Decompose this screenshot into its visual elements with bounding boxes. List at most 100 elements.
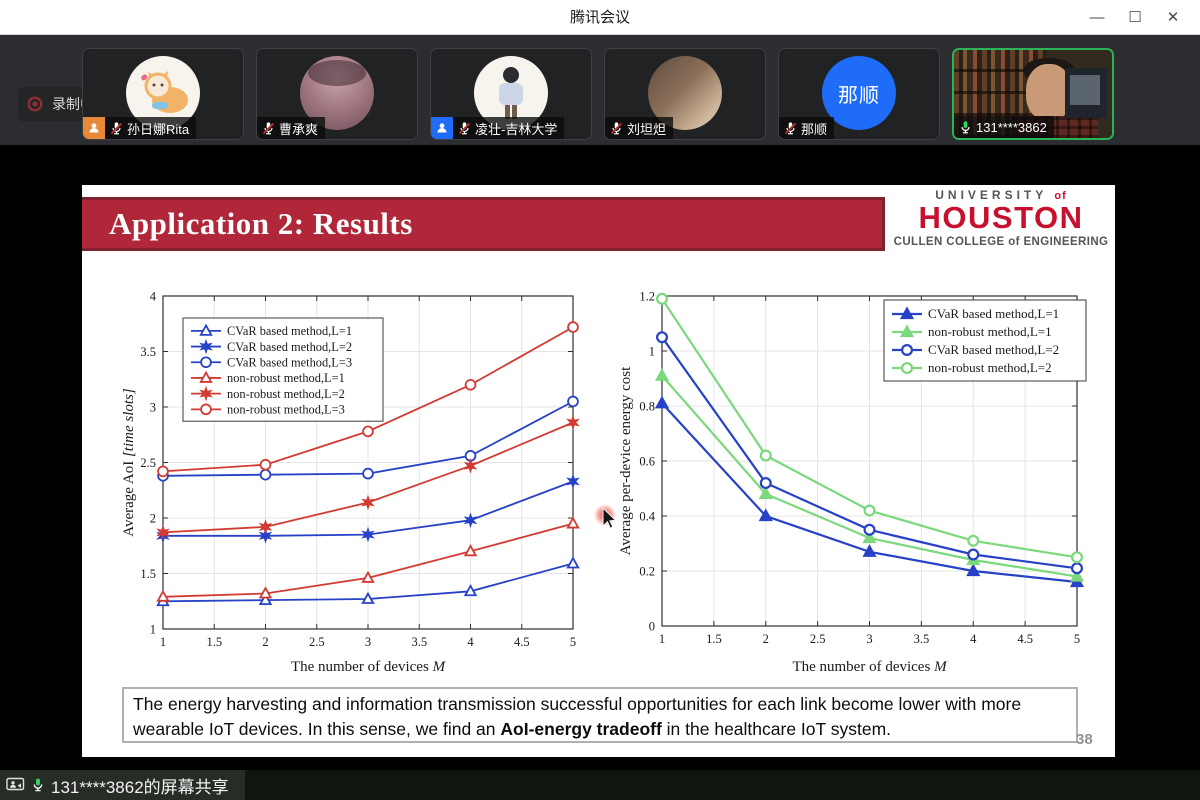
mic-muted-icon (262, 121, 275, 134)
member-badge-icon (431, 117, 453, 139)
name-badge-row: 凌壮-吉林大学 (431, 117, 565, 139)
svg-text:5: 5 (1074, 632, 1080, 646)
svg-text:1: 1 (659, 632, 665, 646)
svg-text:2: 2 (763, 632, 769, 646)
titlebar: 腾讯会议 — ☐ ✕ (0, 0, 1200, 35)
slide-page-number: 38 (1076, 731, 1093, 748)
svg-text:non-robust method,L=3: non-robust method,L=3 (227, 403, 345, 417)
svg-text:CVaR based method,L=1: CVaR based method,L=1 (928, 306, 1059, 321)
svg-text:3: 3 (150, 400, 156, 414)
svg-text:non-robust method,L=2: non-robust method,L=2 (227, 387, 345, 401)
participant-strip: 录制中 孙日娜Rita (0, 35, 1200, 145)
svg-text:CVaR based method,L=3: CVaR based method,L=3 (227, 355, 352, 369)
mouse-cursor (594, 504, 617, 529)
svg-text:4.5: 4.5 (1017, 632, 1033, 646)
svg-text:1: 1 (150, 622, 156, 636)
svg-text:2.5: 2.5 (309, 635, 325, 649)
screen-share-label: 131****3862的屏幕共享 (51, 777, 229, 797)
svg-text:1.5: 1.5 (206, 635, 222, 649)
mic-muted-icon (610, 121, 623, 134)
svg-text:Average per-device energy cost: Average per-device energy cost (618, 366, 634, 555)
mic-muted-icon (110, 121, 123, 134)
logo-houston: HOUSTON (918, 200, 1084, 235)
name-badge-row: 孙日娜Rita (83, 117, 197, 139)
participant-name: 刘坦炟 (627, 121, 667, 137)
svg-text:non-robust method,L=1: non-robust method,L=1 (227, 371, 345, 385)
name-badge-row: 那顺 (779, 117, 835, 139)
caption-bold: AoI-energy tradeoff (500, 719, 662, 739)
svg-text:The number of devices M: The number of devices M (792, 659, 948, 675)
speaker-face (1026, 64, 1072, 120)
svg-text:The number of devices M: The number of devices M (291, 659, 447, 675)
participant-name: 凌壮-吉林大学 (475, 121, 558, 137)
window-controls: — ☐ ✕ (1078, 0, 1192, 35)
svg-text:5: 5 (570, 635, 576, 649)
presentation-slide: Application 2: Results UNIVERSITY of HOU… (82, 185, 1115, 757)
name-badge-row: 曹承爽 (257, 117, 326, 139)
person-illustration-icon (499, 67, 523, 119)
svg-text:Average AoI [time slots]: Average AoI [time slots] (122, 388, 137, 537)
university-of-houston-logo: UNIVERSITY of HOUSTON CULLEN COLLEGE of … (888, 188, 1114, 248)
svg-text:3.5: 3.5 (140, 345, 156, 359)
svg-text:3.5: 3.5 (411, 635, 427, 649)
caption-box: The energy harvesting and information tr… (122, 687, 1078, 743)
participant-tile-1[interactable]: 孙日娜Rita (82, 48, 244, 140)
statusbar: 131****3862的屏幕共享 (0, 770, 1200, 800)
window-title: 腾讯会议 (569, 9, 630, 26)
logo-college: CULLEN COLLEGE of ENGINEERING (893, 235, 1109, 248)
svg-text:0.2: 0.2 (639, 564, 655, 578)
shared-screen-area: Application 2: Results UNIVERSITY of HOU… (0, 145, 1200, 770)
member-badge-icon (83, 117, 105, 139)
logo-line1: UNIVERSITY (935, 188, 1048, 202)
name-badge-row: 131****3862 (954, 116, 1054, 138)
close-button[interactable]: ✕ (1166, 9, 1180, 26)
participant-name: 那顺 (801, 121, 828, 137)
record-icon (27, 96, 43, 112)
cat-illustration-icon (141, 71, 188, 113)
svg-text:CVaR based method,L=1: CVaR based method,L=1 (227, 324, 352, 338)
svg-text:2: 2 (262, 635, 268, 649)
svg-text:2: 2 (150, 511, 156, 525)
maximize-button[interactable]: ☐ (1128, 9, 1142, 26)
avatar-person-illustration (474, 56, 548, 130)
svg-text:1.2: 1.2 (639, 289, 655, 303)
mic-muted-icon (458, 121, 471, 134)
svg-text:non-robust method,L=2: non-robust method,L=2 (928, 360, 1052, 375)
svg-text:1.5: 1.5 (140, 567, 156, 581)
svg-text:0.4: 0.4 (639, 509, 655, 523)
svg-text:1.5: 1.5 (706, 632, 722, 646)
svg-text:CVaR based method,L=2: CVaR based method,L=2 (227, 340, 352, 354)
screen-share-chip: 131****3862的屏幕共享 (0, 770, 245, 800)
svg-text:0.6: 0.6 (639, 454, 655, 468)
svg-text:2.5: 2.5 (810, 632, 826, 646)
svg-text:1: 1 (649, 344, 655, 358)
svg-text:0.8: 0.8 (639, 399, 655, 413)
aoi-line-chart: 1 1.5 2 2.5 3 3.5 4 4.5 5 1 1.5 2 2.5 3 3.5 4 The number… (122, 285, 588, 677)
participant-name: 孙日娜Rita (127, 121, 190, 137)
participant-tile-3[interactable]: 凌壮-吉林大学 (430, 48, 592, 140)
svg-text:0: 0 (649, 619, 655, 633)
svg-text:4.5: 4.5 (514, 635, 530, 649)
slide-title-banner: Application 2: Results (82, 197, 885, 251)
svg-text:3.5: 3.5 (914, 632, 930, 646)
slide-title: Application 2: Results (109, 206, 413, 241)
screen-share-icon (6, 777, 25, 790)
svg-text:4: 4 (150, 289, 157, 303)
mic-active-icon (961, 120, 970, 133)
svg-text:3: 3 (365, 635, 371, 649)
minimize-button[interactable]: — (1089, 9, 1105, 26)
svg-text:CVaR based method,L=2: CVaR based method,L=2 (928, 342, 1059, 357)
energy-cost-line-chart: 1 1.5 2 2.5 3 3.5 4 4.5 5 0 0.2 0.4 0.6 0.8 1 1.2 The nu… (618, 285, 1096, 677)
caption-text-2: in the healthcare IoT system. (661, 719, 892, 739)
mic-muted-icon (784, 121, 797, 134)
participant-tile-2[interactable]: 曹承爽 (256, 48, 418, 140)
participant-tile-6-active-speaker[interactable]: 131****3862 (952, 48, 1114, 140)
svg-text:4: 4 (467, 635, 474, 649)
name-badge-row: 刘坦炟 (605, 117, 674, 139)
participant-tile-5[interactable]: 那顺 那顺 (778, 48, 940, 140)
svg-text:3: 3 (866, 632, 872, 646)
avatar-initials: 那顺 (822, 56, 896, 130)
participant-tile-4[interactable]: 刘坦炟 (604, 48, 766, 140)
svg-text:2.5: 2.5 (140, 456, 156, 470)
